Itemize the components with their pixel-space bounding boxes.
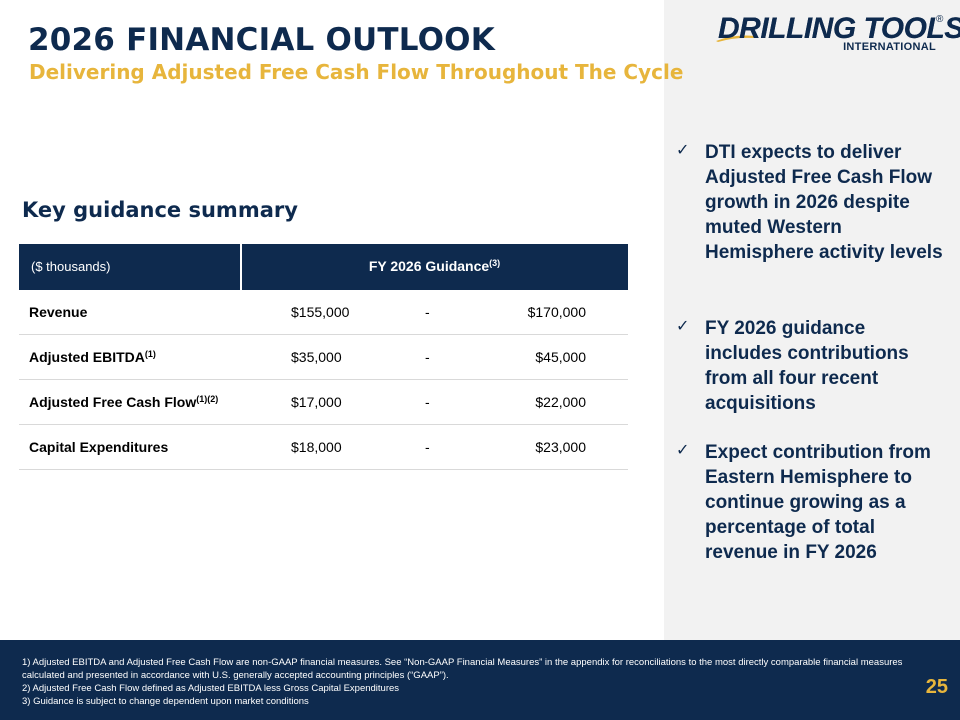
guidance-table: ($ thousands) FY 2026 Guidance(3) Revenu… <box>19 244 628 470</box>
row-metric-label: Revenue <box>29 304 88 320</box>
section-heading: Key guidance summary <box>22 198 298 222</box>
key-point: ✓ FY 2026 guidance includes contribution… <box>676 316 946 416</box>
guidance-header-label: FY 2026 Guidance <box>368 258 490 274</box>
logo-wordmark: DRILLING TOOLS <box>718 12 960 45</box>
row-low-value: $35,000 <box>291 349 342 365</box>
row-high-value: $45,000 <box>535 349 586 365</box>
logo-registered-mark: ® <box>936 14 944 25</box>
checkmark-icon: ✓ <box>676 440 690 459</box>
page-subtitle: Delivering Adjusted Free Cash Flow Throu… <box>29 60 684 84</box>
guidance-header-footnote: (3) <box>489 258 501 268</box>
checkmark-icon: ✓ <box>676 140 690 159</box>
row-low-value: $17,000 <box>291 394 342 410</box>
row-metric-label: Adjusted Free Cash Flow <box>29 394 197 410</box>
page-title: 2026 FINANCIAL OUTLOOK <box>28 22 495 58</box>
footer-bar: 1) Adjusted EBITDA and Adjusted Free Cas… <box>0 640 960 720</box>
row-metric-label: Adjusted EBITDA <box>29 349 145 365</box>
company-logo: DRILLING TOOLS ® INTERNATIONAL <box>716 12 960 56</box>
table-row: Revenue $155,000 - $170,000 <box>19 290 628 335</box>
row-metric: Adjusted Free Cash Flow(1)(2) <box>29 394 218 410</box>
row-range-separator: - <box>425 439 430 455</box>
key-point-text: Expect contribution from Eastern Hemisph… <box>705 442 931 563</box>
row-range-separator: - <box>425 394 430 410</box>
row-metric-footnote: (1)(2) <box>196 394 219 404</box>
footnotes: 1) Adjusted EBITDA and Adjusted Free Cas… <box>22 656 922 708</box>
table-row: Capital Expenditures $18,000 - $23,000 <box>19 425 628 470</box>
bullet-panel <box>664 0 960 640</box>
row-metric-footnote: (1) <box>144 349 156 359</box>
row-metric: Adjusted EBITDA(1) <box>29 349 156 365</box>
row-low-value: $18,000 <box>291 439 342 455</box>
logo-subtitle: INTERNATIONAL <box>843 41 936 53</box>
row-metric: Capital Expenditures <box>29 439 168 455</box>
row-high-value: $22,000 <box>535 394 586 410</box>
row-metric: Revenue <box>29 304 87 320</box>
footnote: 2) Adjusted Free Cash Flow defined as Ad… <box>22 683 400 694</box>
header-divider <box>240 244 242 290</box>
content-panel <box>0 0 664 640</box>
table-row: Adjusted Free Cash Flow(1)(2) $17,000 - … <box>19 380 628 425</box>
row-range-separator: - <box>425 304 430 320</box>
page-number: 25 <box>925 676 948 698</box>
key-point: ✓ Expect contribution from Eastern Hemis… <box>676 440 946 565</box>
logo-swoosh-icon <box>716 35 754 42</box>
table-row: Adjusted EBITDA(1) $35,000 - $45,000 <box>19 335 628 380</box>
row-high-value: $170,000 <box>527 304 586 320</box>
key-point-text: FY 2026 guidance includes contributions … <box>705 318 909 414</box>
footnote: 1) Adjusted EBITDA and Adjusted Free Cas… <box>22 657 903 681</box>
key-point: ✓ DTI expects to deliver Adjusted Free C… <box>676 140 946 265</box>
row-range-separator: - <box>425 349 430 365</box>
guidance-header: FY 2026 Guidance(3) <box>241 258 628 274</box>
row-low-value: $155,000 <box>291 304 350 320</box>
units-header: ($ thousands) <box>31 259 111 274</box>
row-high-value: $23,000 <box>535 439 586 455</box>
row-metric-label: Capital Expenditures <box>29 439 169 455</box>
table-header: ($ thousands) FY 2026 Guidance(3) <box>19 244 628 290</box>
checkmark-icon: ✓ <box>676 316 690 335</box>
key-point-text: DTI expects to deliver Adjusted Free Cas… <box>705 142 943 263</box>
footnote: 3) Guidance is subject to change depende… <box>22 696 309 707</box>
